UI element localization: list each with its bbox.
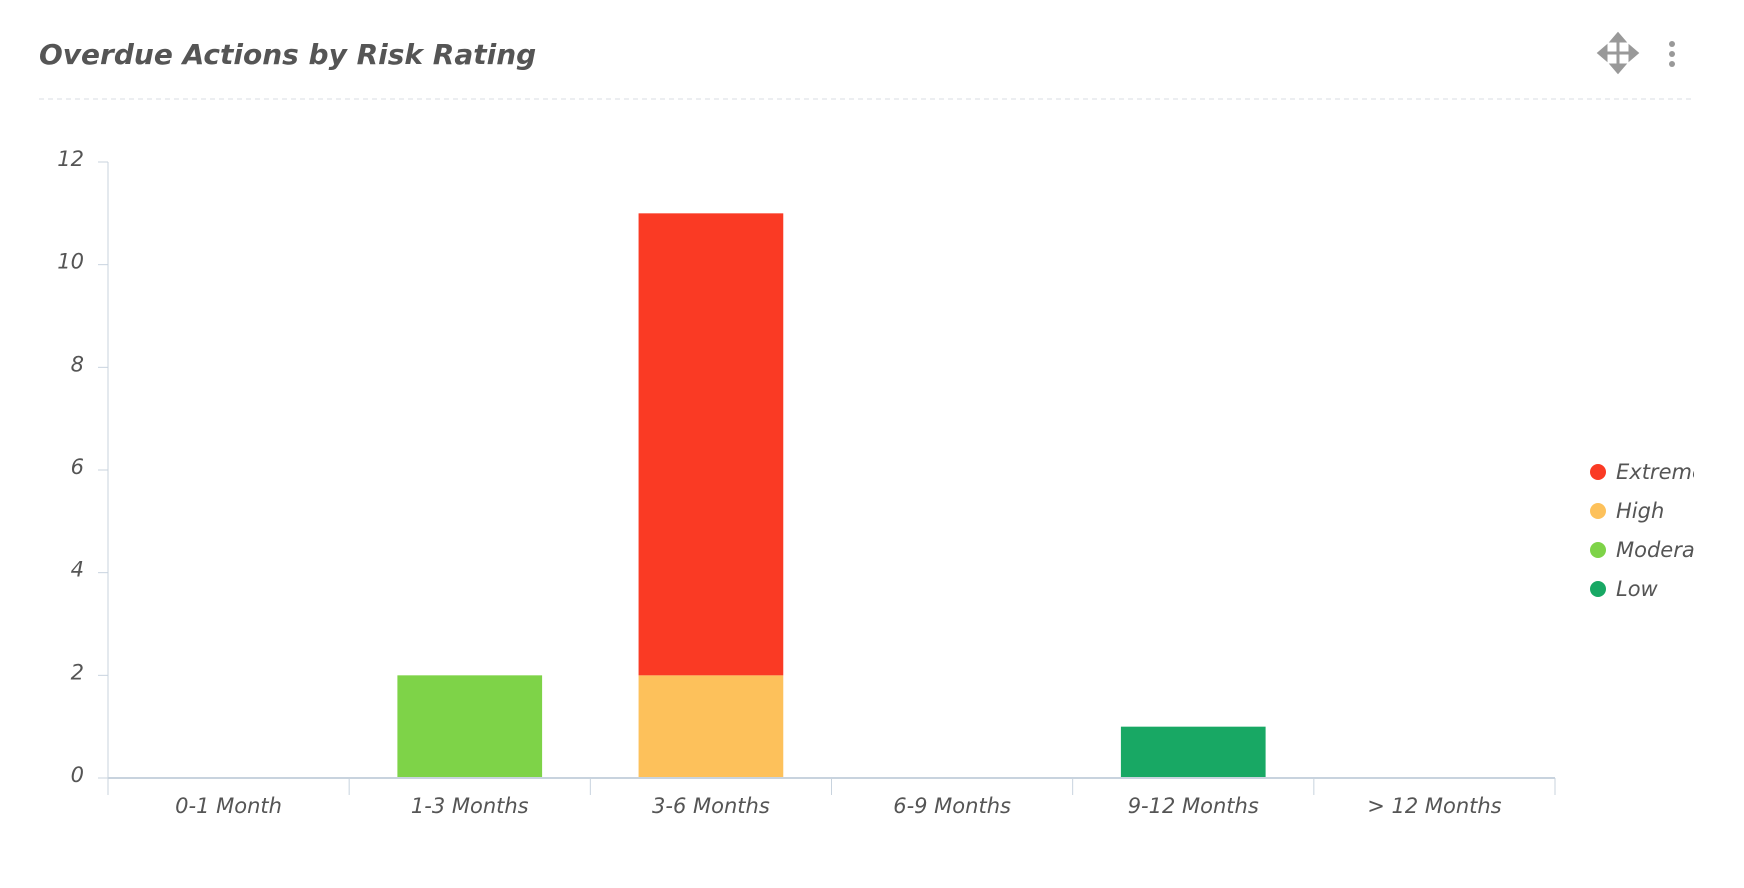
legend-marker	[1590, 464, 1606, 480]
legend-label: Moderate	[1616, 538, 1716, 562]
bar-segment	[397, 675, 543, 778]
y-tick-label: 12	[57, 147, 84, 171]
bar-segment	[638, 213, 784, 676]
x-tick-label: 3-6 Months	[652, 794, 770, 818]
legend-marker	[1590, 581, 1606, 597]
bar-segment	[1120, 726, 1266, 778]
x-tick-label: 0-1 Month	[175, 794, 282, 818]
y-tick-label: 2	[71, 660, 84, 684]
y-tick-label: 8	[71, 352, 84, 376]
x-tick-label: 6-9 Months	[893, 794, 1011, 818]
legend: Extreme High Moderate Low	[1590, 460, 1716, 601]
y-tick-label: 0	[71, 763, 84, 787]
bar-segment	[638, 675, 784, 778]
y-tick-label: 6	[71, 455, 84, 479]
plot: 0 2 4 6 8 10 12 0-1 Month 1-3 Months 3-6 Months 6-…	[57, 147, 1556, 818]
legend-label: Extreme	[1616, 460, 1705, 484]
legend-marker	[1590, 542, 1606, 558]
legend-label: High	[1616, 499, 1664, 523]
y-tick-label: 4	[71, 558, 84, 582]
x-tick-label: 1-3 Months	[411, 794, 529, 818]
y-tick-label: 10	[57, 250, 84, 274]
chart-title: Overdue Actions by Risk Rating	[39, 38, 536, 71]
menu-icon[interactable]	[1669, 41, 1675, 67]
move-icon[interactable]	[1596, 31, 1640, 75]
legend-marker	[1590, 503, 1606, 519]
x-tick-label: 9-12 Months	[1128, 794, 1259, 818]
legend-label: Low	[1616, 577, 1659, 601]
x-tick-label: > 12 Months	[1367, 794, 1501, 818]
